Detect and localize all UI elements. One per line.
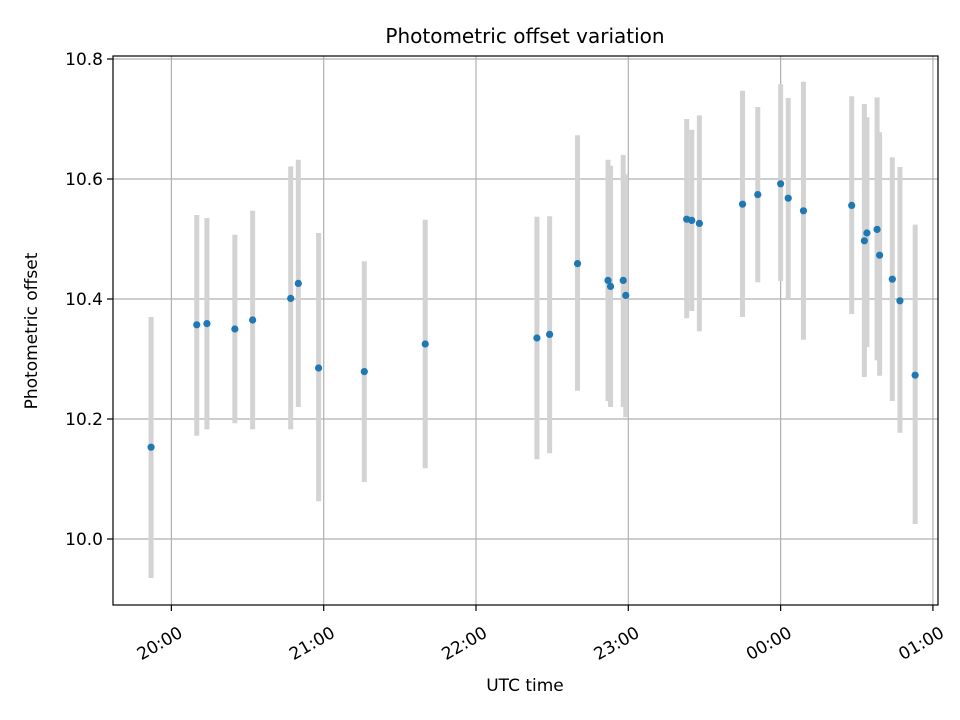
data-point	[619, 276, 627, 284]
data-point	[315, 364, 323, 372]
data-point	[249, 316, 257, 324]
data-point	[294, 279, 302, 287]
data-point	[573, 260, 582, 268]
data-point	[860, 237, 868, 245]
data-point	[147, 443, 155, 451]
data-point	[784, 194, 792, 202]
data-point	[799, 207, 808, 215]
data-point	[231, 325, 239, 333]
data-point	[863, 229, 871, 237]
y-tick-label: 10.2	[65, 410, 103, 430]
y-tick-label: 10.8	[65, 50, 103, 70]
data-point	[911, 371, 919, 379]
data-point	[606, 282, 615, 290]
chart-title: Photometric offset variation	[385, 24, 664, 48]
y-axis-label: Photometric offset	[22, 252, 42, 409]
data-point	[754, 191, 762, 199]
data-points	[147, 180, 919, 451]
y-tick-label: 10.6	[65, 170, 103, 190]
data-point	[203, 320, 211, 328]
data-point	[896, 297, 904, 305]
data-point	[622, 291, 630, 299]
data-point	[604, 276, 612, 284]
data-point	[421, 340, 429, 348]
data-point	[848, 201, 856, 209]
data-point	[546, 330, 554, 338]
y-axis-ticks: 10.0 10.2 10.4 10.6 10.8	[65, 50, 113, 550]
data-point	[695, 219, 703, 227]
data-point	[873, 225, 881, 233]
plot-frame	[112, 55, 939, 606]
data-point	[876, 251, 884, 259]
data-point	[360, 368, 368, 376]
grid	[113, 56, 938, 605]
data-point	[533, 334, 541, 342]
data-point	[738, 200, 747, 208]
data-point	[688, 216, 696, 224]
x-axis-label: UTC time	[486, 676, 564, 696]
y-tick-label: 10.0	[65, 530, 103, 550]
y-tick-label: 10.4	[65, 290, 103, 310]
data-point	[888, 275, 896, 283]
data-point	[287, 294, 295, 302]
data-point	[777, 180, 785, 188]
data-point	[193, 321, 201, 329]
